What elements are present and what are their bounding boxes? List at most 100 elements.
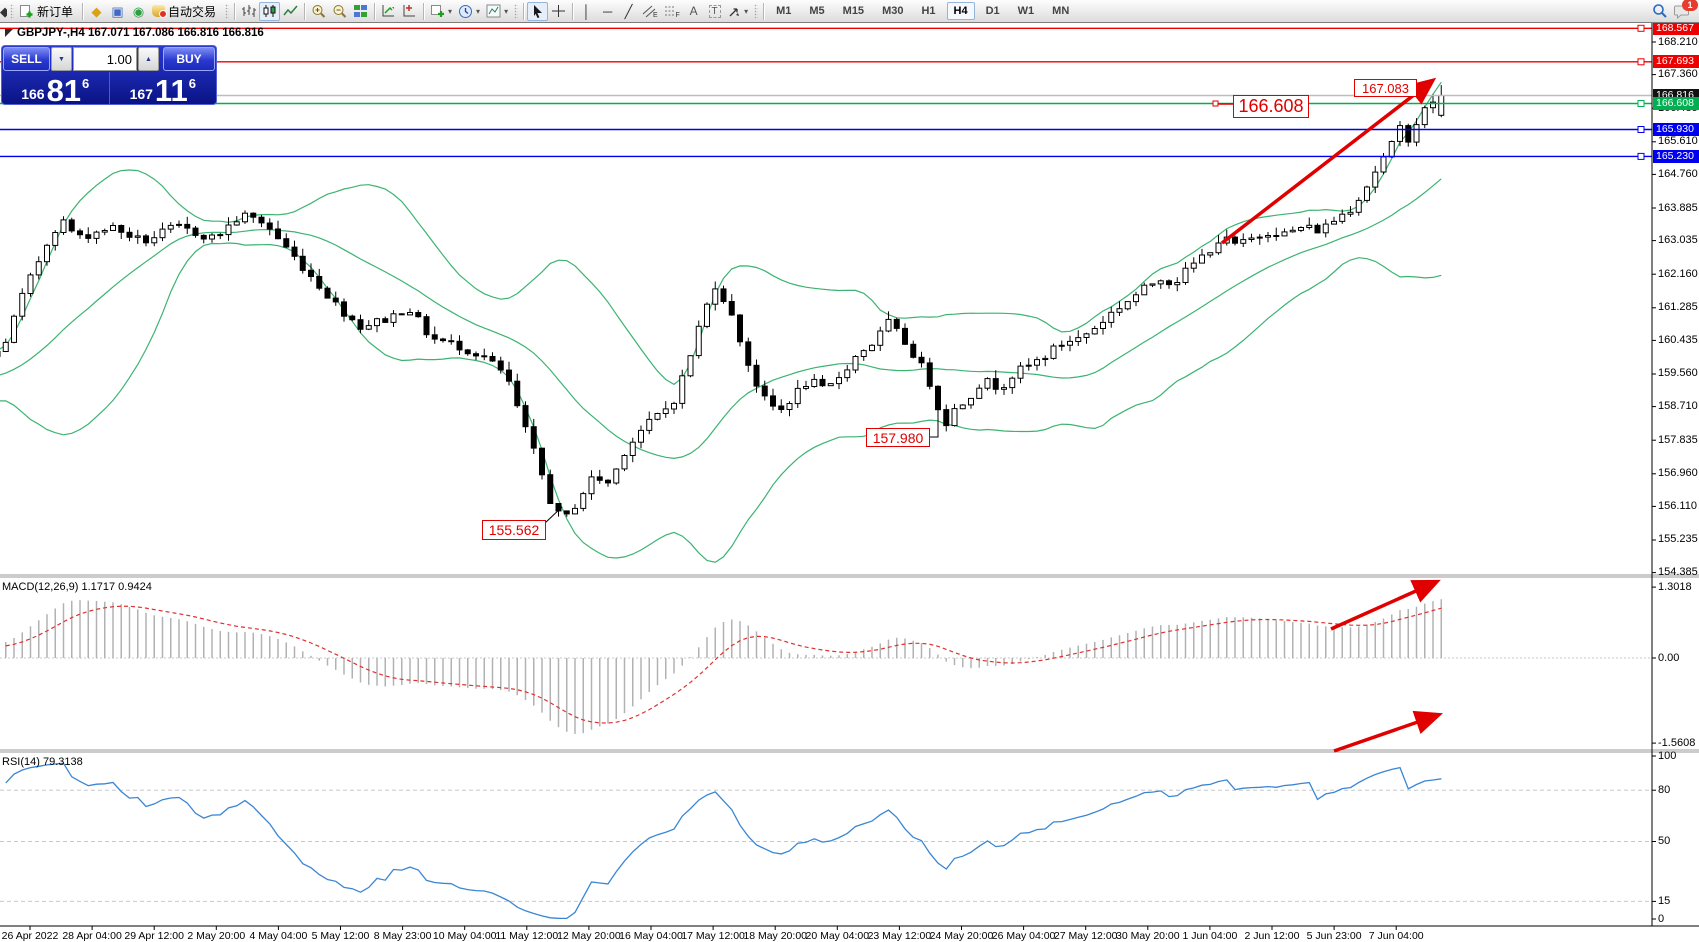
timeframe-h4[interactable]: H4: [946, 2, 975, 20]
new-chart-dropdown[interactable]: ▾: [427, 2, 455, 21]
new-chart-icon: [431, 5, 445, 17]
price-annotation[interactable]: 167.083: [1354, 79, 1417, 97]
sell-price-small: 166: [21, 86, 45, 102]
time-label: 24 May 20:00: [929, 930, 994, 942]
vertical-line-tool[interactable]: │: [576, 2, 597, 21]
notification-badge: 1: [1682, 0, 1698, 11]
timeframe-d1[interactable]: D1: [985, 5, 1000, 17]
rsi-tick: 100: [1658, 749, 1677, 762]
volume-input[interactable]: [73, 47, 137, 71]
timeframe-h1[interactable]: H1: [921, 5, 936, 17]
buy-button[interactable]: BUY: [163, 47, 215, 71]
tile-windows-button[interactable]: [350, 2, 371, 21]
vertical-line-icon: │: [582, 3, 591, 19]
toolbar-grip[interactable]: [10, 3, 14, 19]
text-label-icon: T: [708, 4, 721, 18]
time-label: 28 Apr 04:00: [62, 930, 122, 942]
news-signal-button[interactable]: ◉: [128, 2, 149, 21]
bar-chart-mode-button[interactable]: [238, 2, 259, 21]
time-label: 1 Jun 04:00: [1182, 930, 1238, 942]
price-tick: 156.110: [1658, 499, 1697, 512]
clipped-icon: ◆: [0, 3, 7, 19]
timeframe-m30[interactable]: M30: [882, 5, 904, 17]
trendline-tool[interactable]: ╱: [618, 2, 639, 21]
objects-window-button[interactable]: [399, 2, 420, 21]
zoom-in-button[interactable]: [308, 2, 329, 21]
price-tick: 160.435: [1658, 333, 1698, 346]
new-order-icon: [20, 4, 33, 17]
data-window-icon: ▣: [111, 3, 124, 19]
price-tick: 163.885: [1658, 201, 1698, 214]
timeframe-w1[interactable]: W1: [1017, 5, 1035, 17]
fibonacci-tool[interactable]: F: [661, 2, 683, 21]
dropdown-caret: ▾: [504, 6, 509, 16]
macd-indicator: [0, 599, 1652, 734]
text-label-tool[interactable]: T: [704, 2, 725, 21]
time-label: 26 May 04:00: [991, 930, 1056, 942]
price-tick: 165.610: [1658, 135, 1698, 148]
timeframe-m1[interactable]: M1: [776, 5, 792, 17]
time-label: 29 Apr 12:00: [124, 930, 184, 942]
rsi-tick: 0: [1658, 912, 1665, 925]
price-tick: 157.835: [1658, 433, 1698, 446]
timeframe-m5[interactable]: M5: [809, 5, 825, 17]
one-click-trading-panel: SELL ▼ ▲ BUY 166 81 6 167 11 6: [1, 45, 217, 105]
indicator-axes-icon: [382, 5, 395, 17]
volume-increase-button[interactable]: ▲: [138, 47, 159, 71]
price-annotation[interactable]: 155.562: [482, 520, 546, 540]
time-label: 5 Jun 23:00: [1306, 930, 1362, 942]
time-label: 23 May 12:00: [867, 930, 932, 942]
candles: [0, 85, 1445, 517]
volume-decrease-button[interactable]: ▼: [51, 47, 72, 71]
market-watch-button[interactable]: ◆: [86, 2, 107, 21]
time-label: 11 May 12:00: [495, 930, 559, 942]
objects-axes-icon: [403, 5, 416, 17]
rsi-tick: 80: [1658, 783, 1671, 796]
price-tick: 167.360: [1658, 68, 1698, 81]
price-tick: 163.035: [1658, 234, 1698, 247]
macd-tick: 0.00: [1658, 651, 1680, 664]
data-window-button[interactable]: ▣: [107, 2, 128, 21]
chart-corner-icon: [5, 29, 13, 37]
annotation-connectors: [544, 100, 1233, 524]
crosshair-tool-button[interactable]: [548, 2, 569, 21]
time-label: 10 May 04:00: [432, 930, 497, 942]
zoom-out-button[interactable]: [329, 2, 350, 21]
bollinger-bands: [0, 81, 1442, 563]
text-tool[interactable]: A: [683, 2, 704, 21]
horizontal-line-tool[interactable]: ─: [597, 2, 618, 21]
toolbar-grip[interactable]: [514, 3, 519, 19]
search-button[interactable]: [1649, 2, 1671, 21]
period-dropdown[interactable]: ▾: [455, 2, 483, 21]
buy-price[interactable]: 167 11 6: [110, 72, 217, 104]
new-order-button[interactable]: 新订单: [16, 2, 79, 21]
separator: [304, 2, 306, 20]
price-tick: 154.385: [1658, 566, 1698, 579]
cursor-tool-button[interactable]: [527, 1, 549, 21]
price-annotation[interactable]: 157.980: [866, 428, 930, 447]
dropdown-caret: ▾: [744, 6, 749, 16]
price-annotation[interactable]: 166.608: [1233, 95, 1309, 118]
candlestick-mode-button[interactable]: [259, 1, 281, 21]
price-level-badge: 167.693: [1653, 55, 1699, 69]
timeframe-m15[interactable]: M15: [842, 5, 865, 17]
equidistant-channel-tool[interactable]: E: [639, 2, 661, 21]
chat-button[interactable]: 1: [1671, 0, 1698, 21]
sell-button[interactable]: SELL: [3, 47, 50, 71]
separator: [423, 2, 425, 20]
macd-tick: -1.5608: [1658, 736, 1696, 749]
toolbar-grip[interactable]: [225, 3, 230, 19]
indicator-window-button[interactable]: [378, 2, 399, 21]
candlestick-icon: [263, 5, 276, 17]
arrows-tool-dropdown[interactable]: ▾: [725, 2, 751, 21]
time-label: 8 May 23:00: [373, 930, 432, 942]
template-dropdown[interactable]: ▾: [483, 2, 511, 21]
rsi-tick: 50: [1658, 835, 1671, 847]
auto-trading-button[interactable]: 自动交易: [149, 2, 222, 21]
toolbar-grip[interactable]: [754, 3, 759, 19]
sell-price[interactable]: 166 81 6: [2, 72, 110, 104]
timeframe-mn[interactable]: MN: [1052, 5, 1070, 17]
line-chart-mode-button[interactable]: [280, 2, 301, 21]
